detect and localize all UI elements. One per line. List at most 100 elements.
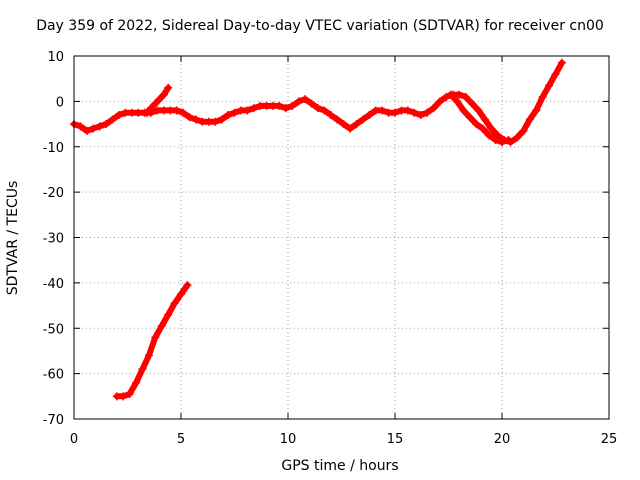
data-point bbox=[119, 392, 128, 401]
data-point bbox=[294, 97, 303, 106]
data-point bbox=[151, 99, 160, 108]
data-point bbox=[453, 97, 462, 106]
data-point bbox=[403, 106, 412, 115]
data-point bbox=[211, 117, 220, 126]
x-tick-label: 20 bbox=[494, 432, 511, 447]
data-point bbox=[538, 92, 547, 101]
y-tick-label: -70 bbox=[43, 413, 64, 428]
data-point bbox=[179, 108, 188, 117]
y-tick-label: 0 bbox=[56, 95, 64, 110]
data-point bbox=[358, 115, 367, 124]
data-point bbox=[557, 58, 566, 67]
y-tick-label: 10 bbox=[47, 50, 64, 65]
data-point bbox=[525, 115, 534, 124]
data-point bbox=[185, 113, 194, 122]
data-point bbox=[333, 115, 342, 124]
data-point bbox=[301, 95, 310, 104]
series-upper-branch bbox=[142, 83, 173, 117]
data-point bbox=[281, 104, 290, 113]
data-point bbox=[504, 135, 513, 144]
series-line bbox=[71, 59, 565, 146]
data-point bbox=[125, 390, 134, 399]
data-point bbox=[545, 81, 554, 90]
data-point bbox=[159, 90, 168, 99]
data-point bbox=[138, 365, 147, 374]
data-point bbox=[230, 108, 239, 117]
data-point bbox=[89, 124, 98, 133]
data-point bbox=[217, 115, 226, 124]
data-point bbox=[455, 90, 464, 99]
data-point bbox=[76, 122, 85, 131]
data-point bbox=[474, 106, 483, 115]
data-point bbox=[102, 120, 111, 129]
data-point bbox=[147, 104, 156, 113]
y-tick-label: -60 bbox=[43, 368, 64, 383]
data-point bbox=[164, 310, 173, 319]
x-tick-label: 5 bbox=[177, 432, 185, 447]
data-point bbox=[114, 110, 123, 119]
data-point bbox=[151, 333, 160, 342]
data-point bbox=[365, 110, 374, 119]
data-point bbox=[459, 106, 468, 115]
data-point bbox=[423, 108, 432, 117]
data-point bbox=[144, 351, 153, 360]
data-point bbox=[472, 120, 481, 129]
y-tick-label: -30 bbox=[43, 232, 64, 247]
data-point bbox=[498, 138, 506, 147]
x-tick-label: 10 bbox=[280, 432, 297, 447]
data-point bbox=[313, 104, 322, 113]
data-point bbox=[95, 122, 104, 131]
data-series bbox=[70, 58, 566, 401]
data-point bbox=[391, 108, 399, 117]
data-point bbox=[465, 113, 474, 122]
x-tick-label: 15 bbox=[387, 432, 404, 447]
data-point bbox=[155, 95, 164, 104]
data-point bbox=[288, 101, 297, 110]
data-point bbox=[461, 92, 470, 101]
data-point bbox=[480, 115, 489, 124]
data-point bbox=[468, 99, 477, 108]
y-tick-label: -10 bbox=[43, 141, 64, 156]
data-point bbox=[429, 104, 438, 113]
data-point bbox=[183, 281, 192, 290]
chart-title: Day 359 of 2022, Sidereal Day-to-day VTE… bbox=[36, 18, 604, 34]
data-point bbox=[142, 108, 151, 117]
series-lower-branch bbox=[446, 90, 513, 147]
data-point bbox=[132, 378, 141, 387]
data-point bbox=[177, 290, 185, 299]
data-point bbox=[352, 120, 361, 129]
data-point bbox=[108, 115, 117, 124]
y-axis-label: SDTVAR / TECUs bbox=[5, 181, 21, 296]
x-tick-label: 25 bbox=[601, 432, 618, 447]
y-tick-label: -20 bbox=[43, 186, 64, 201]
data-point bbox=[326, 110, 335, 119]
data-point bbox=[346, 124, 355, 133]
data-point bbox=[551, 70, 560, 79]
data-point bbox=[243, 106, 252, 115]
data-point bbox=[82, 126, 91, 135]
data-point bbox=[435, 97, 444, 106]
data-point bbox=[157, 321, 166, 330]
tick-labels: 0 5 10 15 20 25 10 0 -10 -20 -30 -40 -50 -60 -70 bbox=[43, 50, 618, 447]
x-tick-label: 0 bbox=[70, 432, 78, 447]
x-axis-label: GPS time / hours bbox=[281, 458, 398, 474]
y-tick-label: -40 bbox=[43, 277, 64, 292]
series-low-track bbox=[112, 281, 192, 401]
data-point bbox=[170, 299, 179, 308]
data-point bbox=[249, 104, 258, 113]
data-point bbox=[320, 106, 329, 115]
data-point bbox=[378, 106, 387, 115]
y-tick-label: -50 bbox=[43, 322, 64, 337]
series-line bbox=[447, 91, 512, 146]
data-point bbox=[512, 133, 521, 142]
data-point bbox=[191, 115, 200, 124]
data-point bbox=[519, 126, 528, 135]
data-point bbox=[307, 99, 316, 108]
data-point bbox=[478, 124, 487, 133]
data-point bbox=[224, 110, 233, 119]
data-point bbox=[491, 135, 500, 144]
data-point bbox=[172, 106, 181, 115]
data-point bbox=[485, 131, 494, 140]
data-point bbox=[339, 120, 348, 129]
